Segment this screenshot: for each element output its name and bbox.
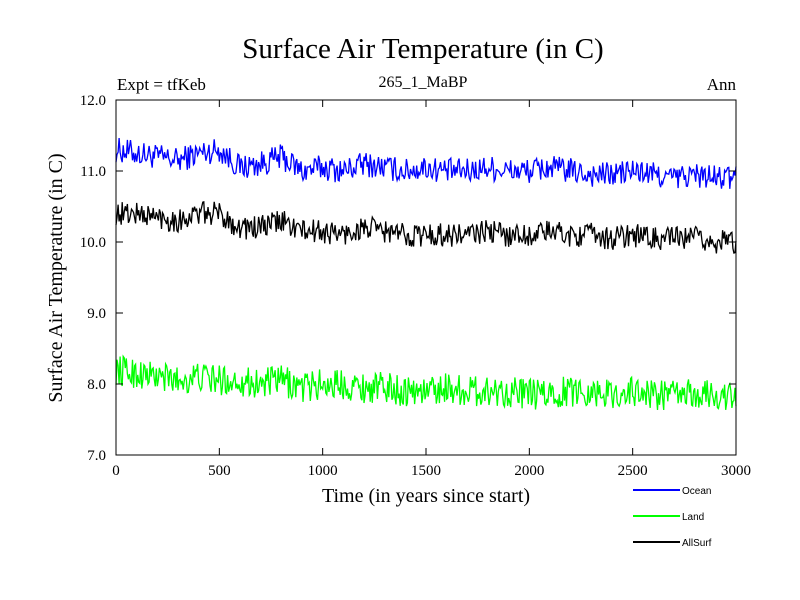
x-tick-label: 1000 [308,463,338,479]
x-tick-label: 0 [112,463,120,479]
y-tick-label: 9.0 [87,306,106,322]
chart-subtitle: 265_1_MaBP [379,74,468,91]
plot-series-group [115,138,737,411]
x-tick-label: 2500 [618,463,648,479]
x-tick-label: 2000 [514,463,544,479]
legend-label-allsurf: AllSurf [682,538,712,549]
legend-label-ocean: Ocean [682,486,711,497]
series-line-ocean [115,138,737,189]
series-line-land [115,354,737,411]
axis-ticks-group: 0 500 1000 1500 2000 2500 3000 7.0 8.0 9.0 10.0 11.… [80,93,751,479]
legend-label-land: Land [682,512,704,523]
x-tick-label: 3000 [721,463,751,479]
experiment-label: Expt = tfKeb [117,75,206,94]
x-axis-label: Time (in years since start) [322,485,530,507]
season-label: Ann [707,75,737,94]
y-tick-label: 11.0 [80,164,106,180]
chart-title: Surface Air Temperature (in C) [242,33,603,65]
series-line-allsurf [115,201,737,254]
y-axis-label: Surface Air Temperature (in C) [45,153,67,402]
x-tick-label: 1500 [411,463,441,479]
x-tick-label: 500 [208,463,231,479]
y-tick-label: 10.0 [80,235,106,251]
y-tick-label: 7.0 [87,448,106,464]
y-tick-label: 8.0 [87,377,106,393]
y-tick-label: 12.0 [80,93,106,109]
chart-legend: Ocean Land AllSurf [633,486,712,549]
